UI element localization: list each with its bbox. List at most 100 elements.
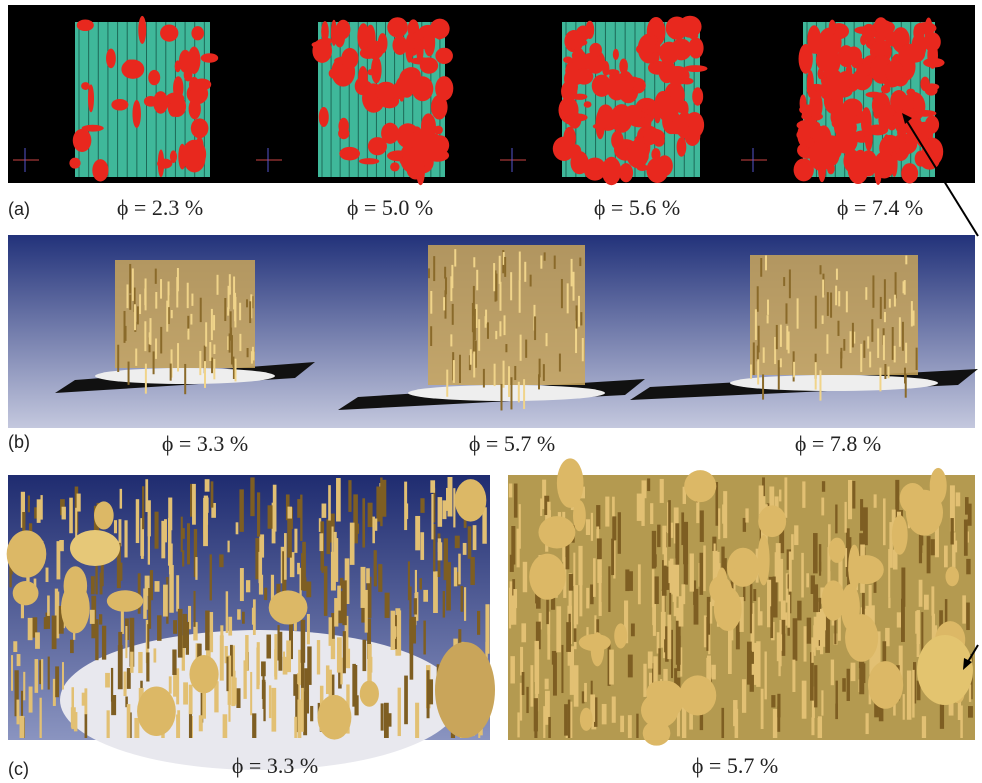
cluster	[329, 68, 344, 79]
blob	[591, 632, 604, 666]
figure: (a)ϕ = 2.3 %ϕ = 5.0 %ϕ = 5.6 %ϕ = 7.4 %(…	[0, 0, 982, 783]
cluster	[856, 64, 871, 77]
cluster	[883, 102, 890, 130]
cluster	[885, 31, 907, 46]
blob	[730, 553, 759, 570]
blob	[269, 590, 308, 624]
cluster	[81, 82, 90, 90]
cluster	[866, 92, 882, 98]
cluster	[564, 116, 578, 125]
blob	[829, 538, 846, 563]
cluster	[123, 59, 136, 75]
cluster	[883, 134, 891, 161]
cluster	[898, 45, 921, 62]
cluster	[613, 49, 619, 60]
cluster	[360, 47, 377, 59]
cluster	[799, 44, 813, 74]
caption: ϕ = 5.7 %	[692, 753, 778, 778]
blob	[70, 530, 120, 566]
blob	[917, 635, 973, 705]
cluster	[106, 49, 116, 69]
blob	[360, 681, 379, 707]
cluster	[561, 100, 567, 118]
blob	[64, 566, 88, 605]
cluster	[646, 157, 668, 183]
blob	[538, 516, 575, 548]
caption: ϕ = 7.8 %	[795, 431, 881, 456]
panel-label: (c)	[8, 759, 29, 779]
cluster	[563, 127, 576, 150]
cluster	[678, 16, 701, 38]
cluster	[319, 107, 329, 127]
cluster	[338, 118, 348, 135]
blob	[892, 515, 908, 555]
cluster	[652, 61, 666, 74]
cluster	[684, 125, 700, 146]
cluster	[626, 140, 648, 168]
cluster	[160, 24, 178, 41]
blob	[643, 721, 671, 746]
blob	[758, 505, 786, 537]
cluster	[341, 48, 358, 69]
base-disc	[730, 375, 938, 391]
panel-label: (b)	[8, 432, 30, 452]
cluster	[182, 140, 206, 169]
cluster	[358, 66, 368, 87]
cluster	[564, 69, 579, 88]
cluster	[416, 39, 423, 62]
cluster	[607, 75, 627, 101]
cluster	[359, 158, 379, 164]
cluster	[392, 82, 408, 97]
cluster	[809, 142, 832, 171]
caption: ϕ = 5.7 %	[469, 431, 555, 456]
blob	[455, 479, 486, 522]
cluster	[336, 20, 350, 39]
blob	[841, 584, 860, 631]
cluster	[82, 125, 104, 132]
cluster	[111, 99, 128, 111]
cluster	[585, 21, 594, 39]
blob	[900, 483, 926, 514]
cluster	[69, 158, 80, 169]
caption: ϕ = 3.3 %	[162, 431, 248, 456]
caption: ϕ = 2.3 %	[117, 195, 203, 220]
cluster	[649, 35, 658, 45]
cluster	[611, 131, 623, 150]
cluster	[138, 16, 146, 44]
blob	[868, 661, 903, 709]
cluster	[331, 20, 337, 46]
blob	[317, 695, 351, 740]
cluster	[692, 87, 703, 106]
cluster	[677, 137, 687, 156]
cluster	[92, 159, 108, 181]
cluster	[419, 25, 439, 39]
cluster	[153, 91, 168, 114]
cluster	[860, 150, 877, 176]
cluster	[874, 110, 880, 119]
blob	[945, 567, 958, 587]
cluster	[191, 118, 209, 138]
blob	[529, 554, 566, 600]
cluster	[619, 58, 628, 74]
blob	[930, 468, 947, 504]
blob	[189, 655, 218, 693]
blob	[679, 675, 716, 715]
cluster	[148, 70, 160, 85]
cluster	[406, 159, 425, 179]
cluster	[619, 163, 633, 182]
cluster	[189, 77, 199, 93]
cluster	[799, 105, 816, 115]
cluster	[77, 19, 94, 31]
blob	[137, 686, 176, 736]
cluster	[189, 98, 201, 119]
cluster	[901, 163, 918, 183]
cluster	[570, 151, 588, 174]
base-disc	[408, 385, 605, 401]
cluster	[821, 77, 840, 96]
cluster	[73, 129, 92, 152]
cluster	[688, 37, 703, 58]
cluster	[681, 78, 694, 85]
cluster	[371, 56, 382, 83]
blob	[94, 501, 114, 529]
cluster	[584, 101, 592, 108]
